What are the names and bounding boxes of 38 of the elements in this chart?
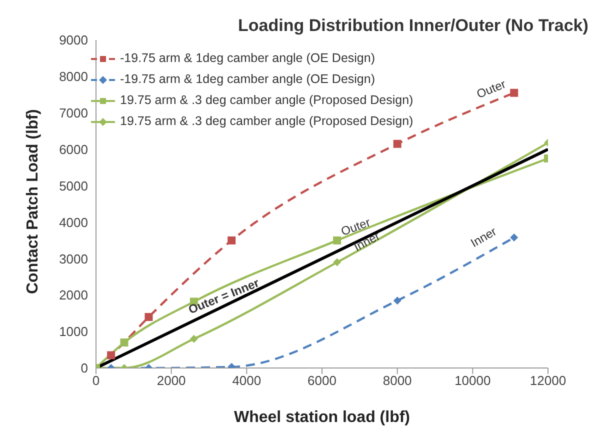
y-tick-label: 0 xyxy=(80,360,88,376)
legend-label: 19.75 arm & .3 deg camber angle (Proposed Design) xyxy=(120,92,414,109)
y-tick-label: 2000 xyxy=(59,288,88,303)
annotation: Inner xyxy=(468,224,499,250)
x-tick-label: 0 xyxy=(92,373,100,388)
chart-title: Loading Distribution Inner/Outer (No Track) xyxy=(238,16,588,36)
y-tick-label: 6000 xyxy=(59,142,88,157)
point xyxy=(333,236,342,244)
point xyxy=(120,338,128,346)
y-tick-label: 1000 xyxy=(59,324,88,340)
y-tick-label: 4000 xyxy=(59,214,88,230)
x-tick-label: 12000 xyxy=(530,373,566,388)
x-axis-title: Wheel station load (lbf) xyxy=(234,409,410,426)
x-tick-label: 6000 xyxy=(308,373,336,388)
legend-label: -19.75 arm & 1deg camber angle (OE Design) xyxy=(120,50,375,67)
x-tick-label: 10000 xyxy=(454,373,491,388)
y-axis-title: Contact Patch Load (lbf) xyxy=(24,109,42,294)
y-tick-label: 9000 xyxy=(59,32,88,48)
annotation: Outer xyxy=(474,76,508,102)
point xyxy=(190,334,198,343)
point xyxy=(228,236,236,244)
point xyxy=(333,258,342,266)
legend-label: 19.75 arm & .3 deg camber angle (Proposed Design) xyxy=(120,113,414,130)
x-tick-label: 4000 xyxy=(232,373,262,388)
point xyxy=(144,312,153,321)
legend-label: -19.75 arm & 1deg camber angle (OE Design) xyxy=(120,71,375,88)
point xyxy=(510,234,518,242)
point xyxy=(107,351,116,360)
point xyxy=(393,140,402,148)
point xyxy=(510,88,518,97)
y-tick-label: 7000 xyxy=(59,106,88,121)
y-tick-label: 5000 xyxy=(59,178,88,194)
y-tick-label: 3000 xyxy=(59,251,88,266)
point xyxy=(393,296,402,305)
y-tick-label: 8000 xyxy=(59,69,88,84)
annotation: Outer = Inner xyxy=(186,276,262,317)
x-tick-label: 2000 xyxy=(156,373,186,388)
x-tick-label: 8000 xyxy=(382,373,412,388)
